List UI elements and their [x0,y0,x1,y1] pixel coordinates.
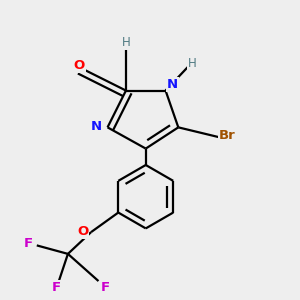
Text: N: N [167,78,178,92]
Text: F: F [24,237,33,250]
Text: O: O [74,59,85,72]
Text: N: N [91,120,102,133]
Text: O: O [77,225,88,238]
Text: H: H [188,57,197,70]
Text: F: F [52,281,61,294]
Text: Br: Br [219,129,236,142]
Text: F: F [101,281,110,294]
Text: H: H [122,36,130,49]
